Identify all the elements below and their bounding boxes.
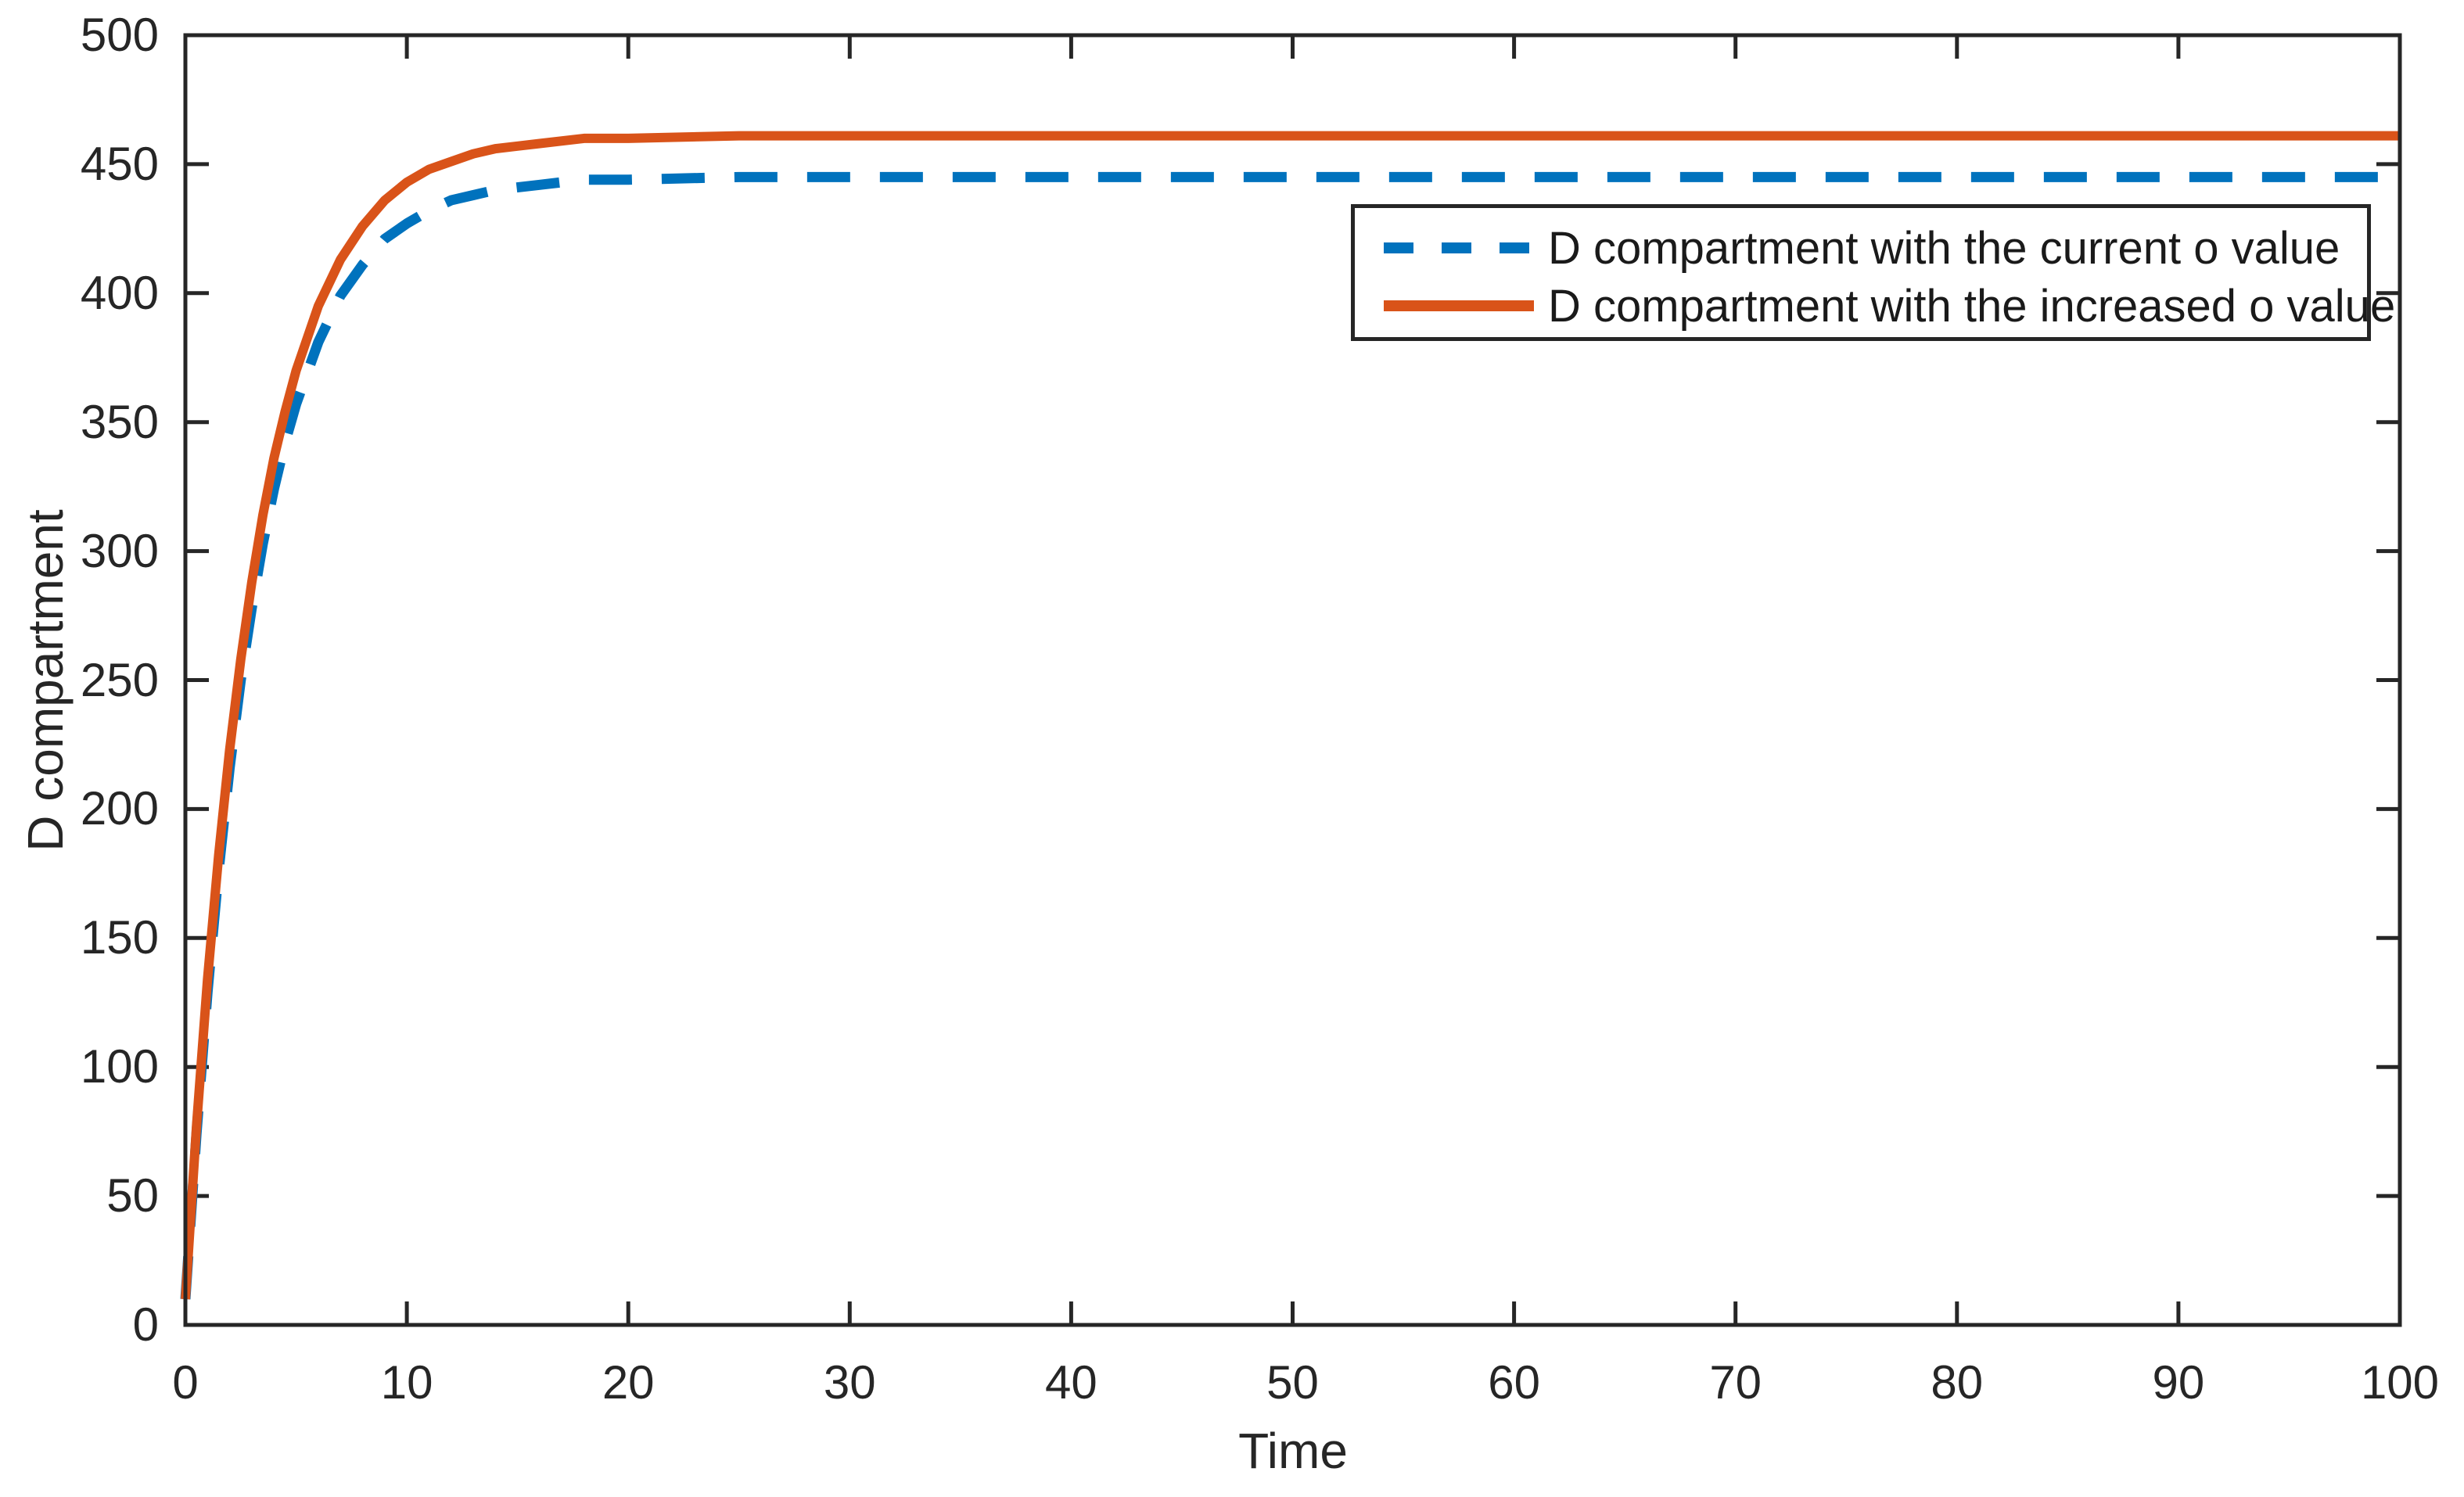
y-tick-label: 450 bbox=[80, 137, 159, 190]
y-tick-label: 350 bbox=[80, 395, 159, 448]
y-tick-label: 100 bbox=[80, 1040, 159, 1093]
curve-current-o bbox=[180, 171, 2400, 1300]
y-tick-label: 400 bbox=[80, 266, 159, 319]
x-tick-label: 10 bbox=[380, 1356, 433, 1409]
y-tick-label: 300 bbox=[80, 524, 159, 577]
y-tick-label: 150 bbox=[80, 911, 159, 964]
legend-entry-increased: D compartment with the increased o value bbox=[1355, 277, 2395, 335]
curves bbox=[180, 131, 2400, 1300]
legend-sample-dashed-line bbox=[1384, 242, 1534, 253]
x-tick-label: 80 bbox=[1931, 1356, 1984, 1409]
x-tick-label: 70 bbox=[1709, 1356, 1762, 1409]
x-tick-label: 50 bbox=[1266, 1356, 1319, 1409]
legend-label-current: D compartment with the current o value bbox=[1548, 222, 2340, 274]
x-tick-label: 60 bbox=[1488, 1356, 1540, 1409]
legend-box: D compartment with the current o value D… bbox=[1351, 204, 2395, 341]
y-tick-label: 500 bbox=[80, 9, 159, 61]
y-tick-label: 250 bbox=[80, 653, 159, 706]
x-tick-label: 20 bbox=[602, 1356, 655, 1409]
x-tick-label: 30 bbox=[823, 1356, 876, 1409]
legend-label-increased: D compartment with the increased o value bbox=[1548, 280, 2396, 332]
x-tick-label: 90 bbox=[2152, 1356, 2205, 1409]
x-tick-label: 0 bbox=[172, 1356, 199, 1409]
x-tick-label: 100 bbox=[2360, 1356, 2440, 1409]
y-tick-label: 200 bbox=[80, 782, 159, 835]
legend-entry-current: D compartment with the current o value bbox=[1355, 219, 2367, 277]
x-tick-label: 40 bbox=[1045, 1356, 1097, 1409]
curve-increased-o bbox=[181, 131, 2400, 1300]
y-tick-label: 50 bbox=[106, 1169, 159, 1222]
y-axis-label: D compartment bbox=[17, 509, 74, 852]
y-tick-label: 0 bbox=[132, 1298, 159, 1351]
legend-sample-solid-line bbox=[1384, 300, 1534, 311]
x-axis-label: Time bbox=[1238, 1423, 1348, 1479]
plot-box bbox=[183, 33, 2402, 1327]
